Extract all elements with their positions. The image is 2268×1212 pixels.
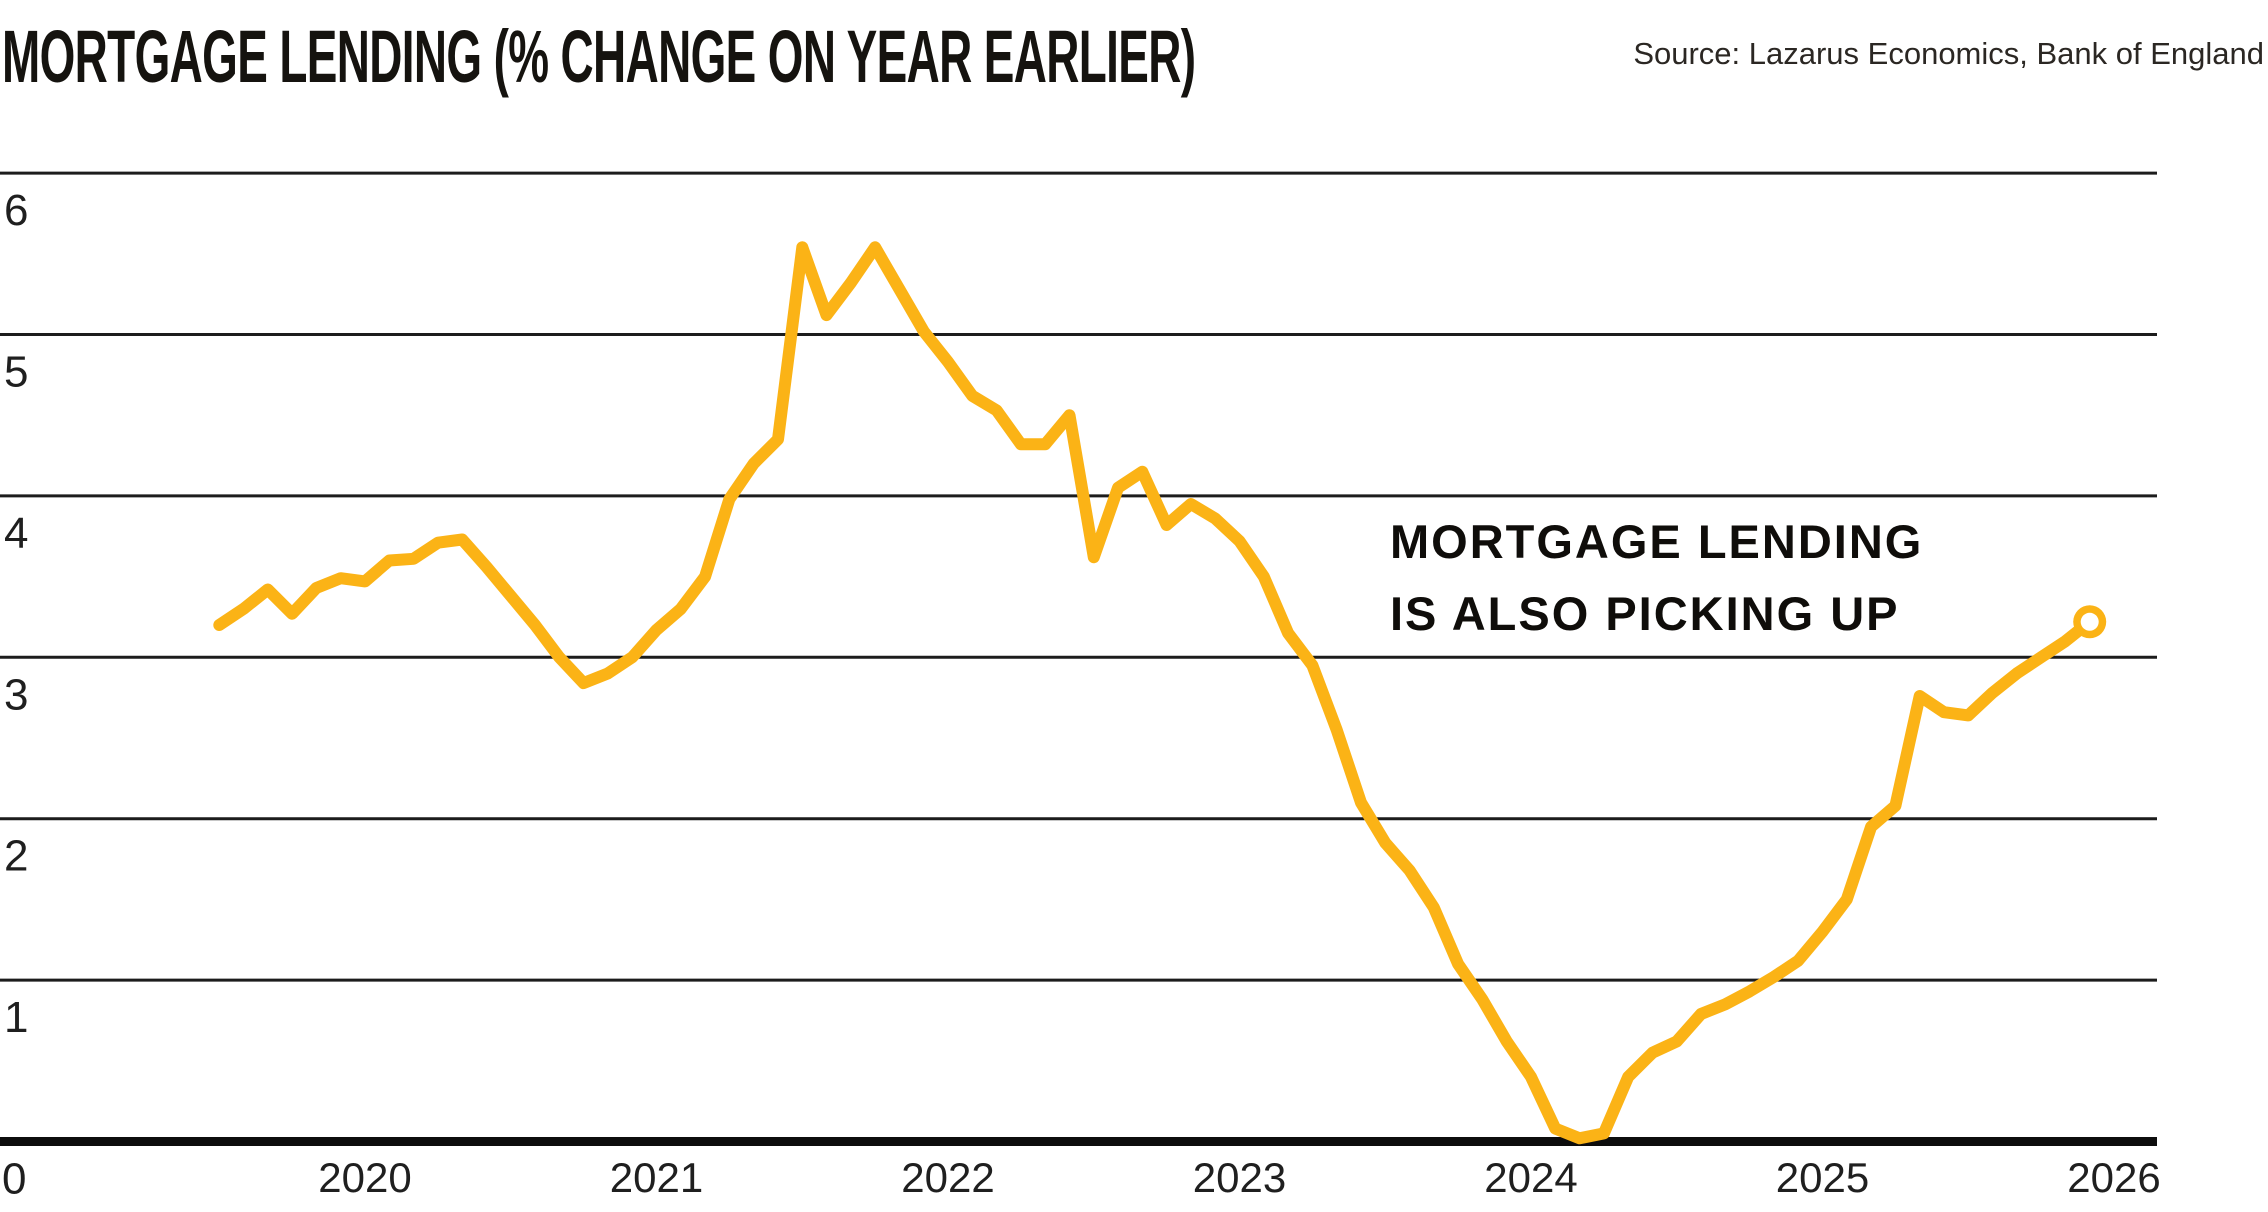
latest-point-marker	[2080, 612, 2099, 631]
annotation-line-1: MORTGAGE LENDING	[1390, 515, 1924, 568]
x-tick-label: 2023	[1193, 1154, 1286, 1201]
y-tick-label: 5	[4, 348, 28, 397]
source-note: Source: Lazarus Economics, Bank of Engla…	[1633, 36, 2264, 71]
x-tick-label: 2022	[901, 1154, 994, 1201]
x-tick-label: 2026	[2067, 1154, 2160, 1201]
x-tick-label: 2020	[318, 1154, 411, 1201]
y-tick-label: 3	[4, 670, 28, 719]
page-title: MORTGAGE LENDING (% CHANGE ON YEAR EARLI…	[2, 15, 1196, 98]
y-tick-label: 4	[4, 509, 28, 558]
y-tick-label: 2	[4, 832, 28, 881]
x-tick-label: 2025	[1776, 1154, 1869, 1201]
x-tick-label: 2024	[1484, 1154, 1577, 1201]
y-tick-label: 0	[2, 1155, 26, 1204]
annotation-line-2: IS ALSO PICKING UP	[1390, 587, 1900, 640]
y-tick-label: 6	[4, 186, 28, 235]
x-tick-label: 2021	[610, 1154, 703, 1201]
y-tick-label: 1	[4, 993, 28, 1042]
chart-annotation: MORTGAGE LENDING IS ALSO PICKING UP	[1390, 506, 1923, 650]
mortgage-lending-series-line	[213, 241, 2096, 1145]
